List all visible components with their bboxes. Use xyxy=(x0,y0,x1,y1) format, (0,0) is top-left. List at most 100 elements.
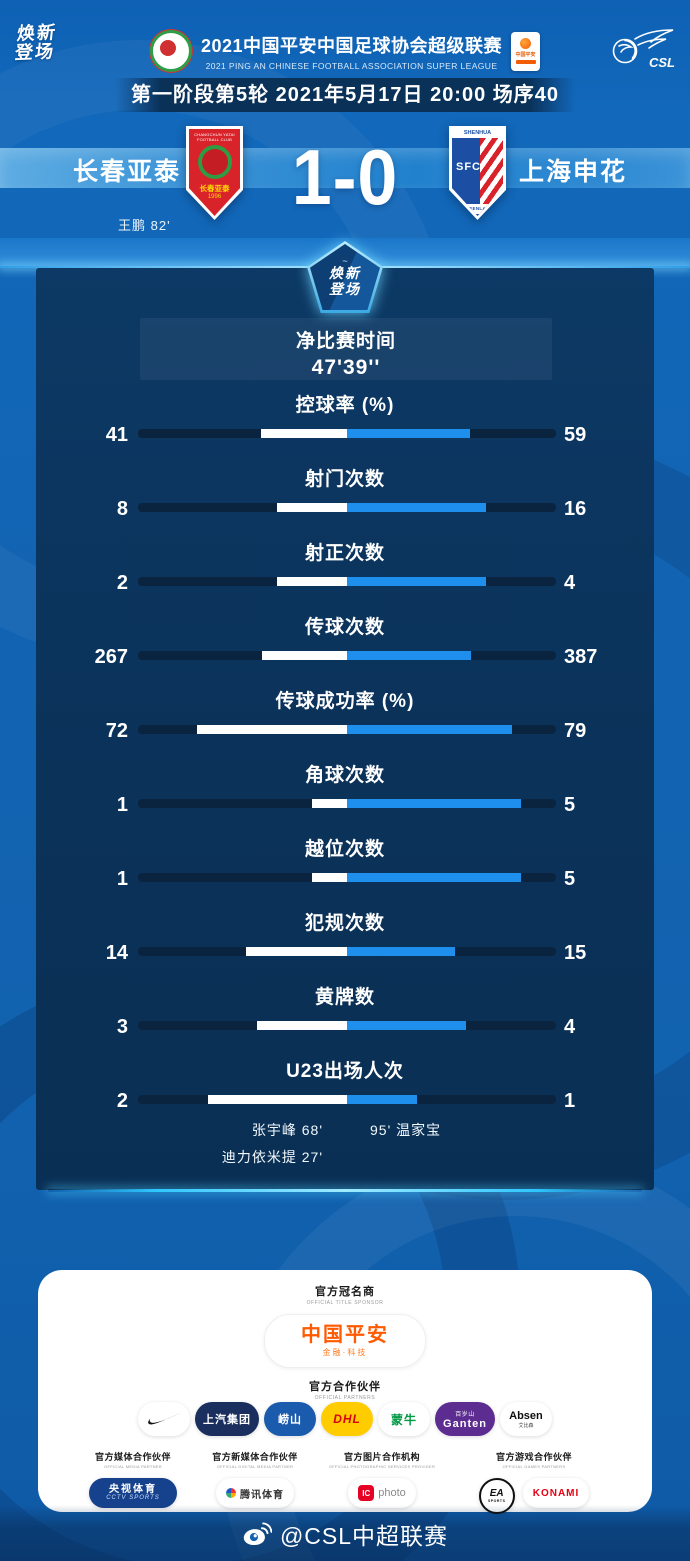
stat-label: 传球次数 xyxy=(304,617,385,638)
home-crest-name: 长春亚泰 xyxy=(199,184,230,193)
pingan-sponsor-badge: 中国平安 xyxy=(511,31,541,71)
badge-line2: 登场 xyxy=(329,281,361,297)
stat-track xyxy=(138,503,556,512)
stat-track xyxy=(138,577,556,586)
sponsor-panel: 官方冠名商 OFFICIAL TITLE SPONSOR 中国平安 金融·科技 … xyxy=(38,1270,652,1514)
stat-home-bar xyxy=(246,947,347,956)
stat-row: 黄牌数 3 4 xyxy=(36,982,654,1046)
stat-row: 越位次数 1 5 xyxy=(36,834,654,898)
home-crest-year: 1996 xyxy=(207,194,222,200)
stat-home-bar xyxy=(197,725,347,734)
badge-swirl-icon: ~ xyxy=(342,256,348,266)
home-team-name: 长春亚泰 xyxy=(72,158,181,186)
net-time-box: 净比赛时间 47'39'' xyxy=(140,318,552,380)
pingan-badge-label: 中国平安 xyxy=(515,52,536,58)
partners-heading-block: 官方合作伙伴 OFFICIAL PARTNERS xyxy=(38,1378,652,1401)
stat-row: 犯规次数 14 15 xyxy=(36,908,654,972)
stat-away-bar xyxy=(347,725,512,734)
tencent-penguin-icon xyxy=(226,1488,236,1498)
stat-home-bar xyxy=(312,799,347,808)
tencent-sports-logo: 腾讯体育 xyxy=(216,1478,294,1508)
stat-away-value: 4 xyxy=(564,572,576,594)
stat-label: U23出场人次 xyxy=(286,1061,404,1082)
stat-home-value: 14 xyxy=(105,942,128,964)
away-crest-top-text: SHENHUA xyxy=(452,129,503,138)
stat-home-bar xyxy=(261,429,347,438)
u23-home-sub-2: 迪力依米提 27' xyxy=(221,1149,323,1165)
stat-away-bar xyxy=(347,873,521,882)
away-team-name: 上海申花 xyxy=(518,158,627,186)
stat-row: 传球次数 267 387 xyxy=(36,612,654,676)
stat-away-bar xyxy=(347,799,521,808)
partners-heading-en: OFFICIAL PARTNERS xyxy=(314,1395,376,1401)
stat-home-value: 8 xyxy=(116,498,128,520)
match-score: 1-0 xyxy=(291,133,399,221)
stat-label: 黄牌数 xyxy=(314,987,375,1008)
stat-track xyxy=(138,799,556,808)
match-info-bar: 第一阶段第5轮 2021年5月17日 20:00 场序40 xyxy=(115,78,575,112)
photo-partner-column: 官方图片合作机构 OFFICIAL PHOTOGRAPHIC SERVICES … xyxy=(306,1450,458,1508)
stat-track xyxy=(138,429,556,438)
stat-track xyxy=(138,651,556,660)
campaign-logo: 焕新 登场 xyxy=(13,22,58,63)
ic-icon: IC xyxy=(358,1485,375,1501)
saic-logo: 上汽集团 xyxy=(195,1402,260,1436)
home-crest-top-text: CHANGCHUN YATAI FOOTBALL CLUB xyxy=(194,132,235,142)
stat-away-bar xyxy=(347,1095,417,1104)
stat-track xyxy=(138,947,556,956)
title-sponsor-heading: 官方冠名商 xyxy=(315,1286,375,1298)
stat-label: 传球成功率 (%) xyxy=(275,691,415,712)
absen-logo: Absen 艾比森 xyxy=(499,1402,552,1436)
stat-row: 射门次数 8 16 xyxy=(36,464,654,528)
stat-row: 传球成功率 (%) 72 79 xyxy=(36,686,654,750)
media-partner-column: 官方媒体合作伙伴 OFFICIAL MEDIA PARTNER 央视体育 CCT… xyxy=(58,1450,208,1508)
stat-away-value: 16 xyxy=(564,498,587,520)
league-title-group: 2021中国平安中国足球协会超级联赛 2021 PING AN CHINESE … xyxy=(149,30,541,72)
laoshan-logo: 崂山 xyxy=(264,1402,317,1436)
stat-away-value: 1 xyxy=(564,1090,576,1112)
stat-home-bar xyxy=(277,577,347,586)
icphoto-logo: IC photo xyxy=(348,1478,416,1508)
partners-heading: 官方合作伙伴 xyxy=(309,1381,381,1393)
league-crest-icon xyxy=(149,30,192,72)
stat-home-value: 1 xyxy=(116,868,128,890)
partner-logo-row: 上汽集团 崂山 DHL 蒙牛 百岁山 Ganten Absen 艾比森 xyxy=(38,1402,652,1436)
u23-home-sub-1: 张宇峰 68' xyxy=(251,1122,323,1138)
stat-away-value: 15 xyxy=(564,942,587,964)
csl-logo-text: CSL xyxy=(649,55,675,70)
campaign-logo-line2: 登场 xyxy=(13,41,57,63)
csl-logo-icon: CSL xyxy=(604,26,676,79)
pingan-name: 中国平安 xyxy=(301,1324,389,1346)
stat-row: U23出场人次 2 1 xyxy=(36,1056,654,1120)
league-title: 2021中国平安中国足球协会超级联赛 xyxy=(200,35,503,56)
stat-home-bar xyxy=(208,1095,347,1104)
mengniu-logo: 蒙牛 xyxy=(378,1402,431,1436)
weibo-icon xyxy=(243,1522,272,1546)
stat-away-value: 79 xyxy=(564,720,587,742)
stat-home-value: 3 xyxy=(116,1016,128,1038)
pingan-logo-icon xyxy=(520,38,532,49)
cctv-sports-logo: 央视体育 CCTV SPORTS xyxy=(89,1478,177,1508)
stat-track xyxy=(138,1095,556,1104)
stats-panel: 净比赛时间 47'39'' 控球率 (%) 41 59 射门次数 8 16 射正… xyxy=(36,268,654,1192)
stat-track xyxy=(138,1021,556,1030)
badge-line1: 焕新 xyxy=(329,265,361,281)
stat-row: 控球率 (%) 41 59 xyxy=(36,390,654,454)
score-band xyxy=(0,148,690,188)
home-crest-ring xyxy=(197,145,232,179)
stat-home-value: 72 xyxy=(105,720,128,742)
stat-home-bar xyxy=(312,873,347,882)
stat-away-value: 5 xyxy=(564,868,576,890)
pingan-main-logo: 中国平安 金融·科技 xyxy=(264,1314,426,1368)
title-sponsor-heading-en: OFFICIAL TITLE SPONSOR xyxy=(306,1300,384,1306)
digital-media-partner-column: 官方新媒体合作伙伴 OFFICIAL DIGITAL MEDIA PARTNER… xyxy=(180,1450,330,1508)
stat-home-value: 1 xyxy=(116,794,128,816)
stat-away-value: 387 xyxy=(564,646,598,668)
stat-home-value: 267 xyxy=(94,646,128,668)
home-goal-scorer: 王鹏 82' xyxy=(118,218,171,233)
stat-away-value: 5 xyxy=(564,794,576,816)
away-crest-monogram: SFC xyxy=(456,161,481,173)
u23-away-sub-1: 95' 温家宝 xyxy=(370,1122,442,1138)
stat-home-value: 2 xyxy=(116,572,128,594)
